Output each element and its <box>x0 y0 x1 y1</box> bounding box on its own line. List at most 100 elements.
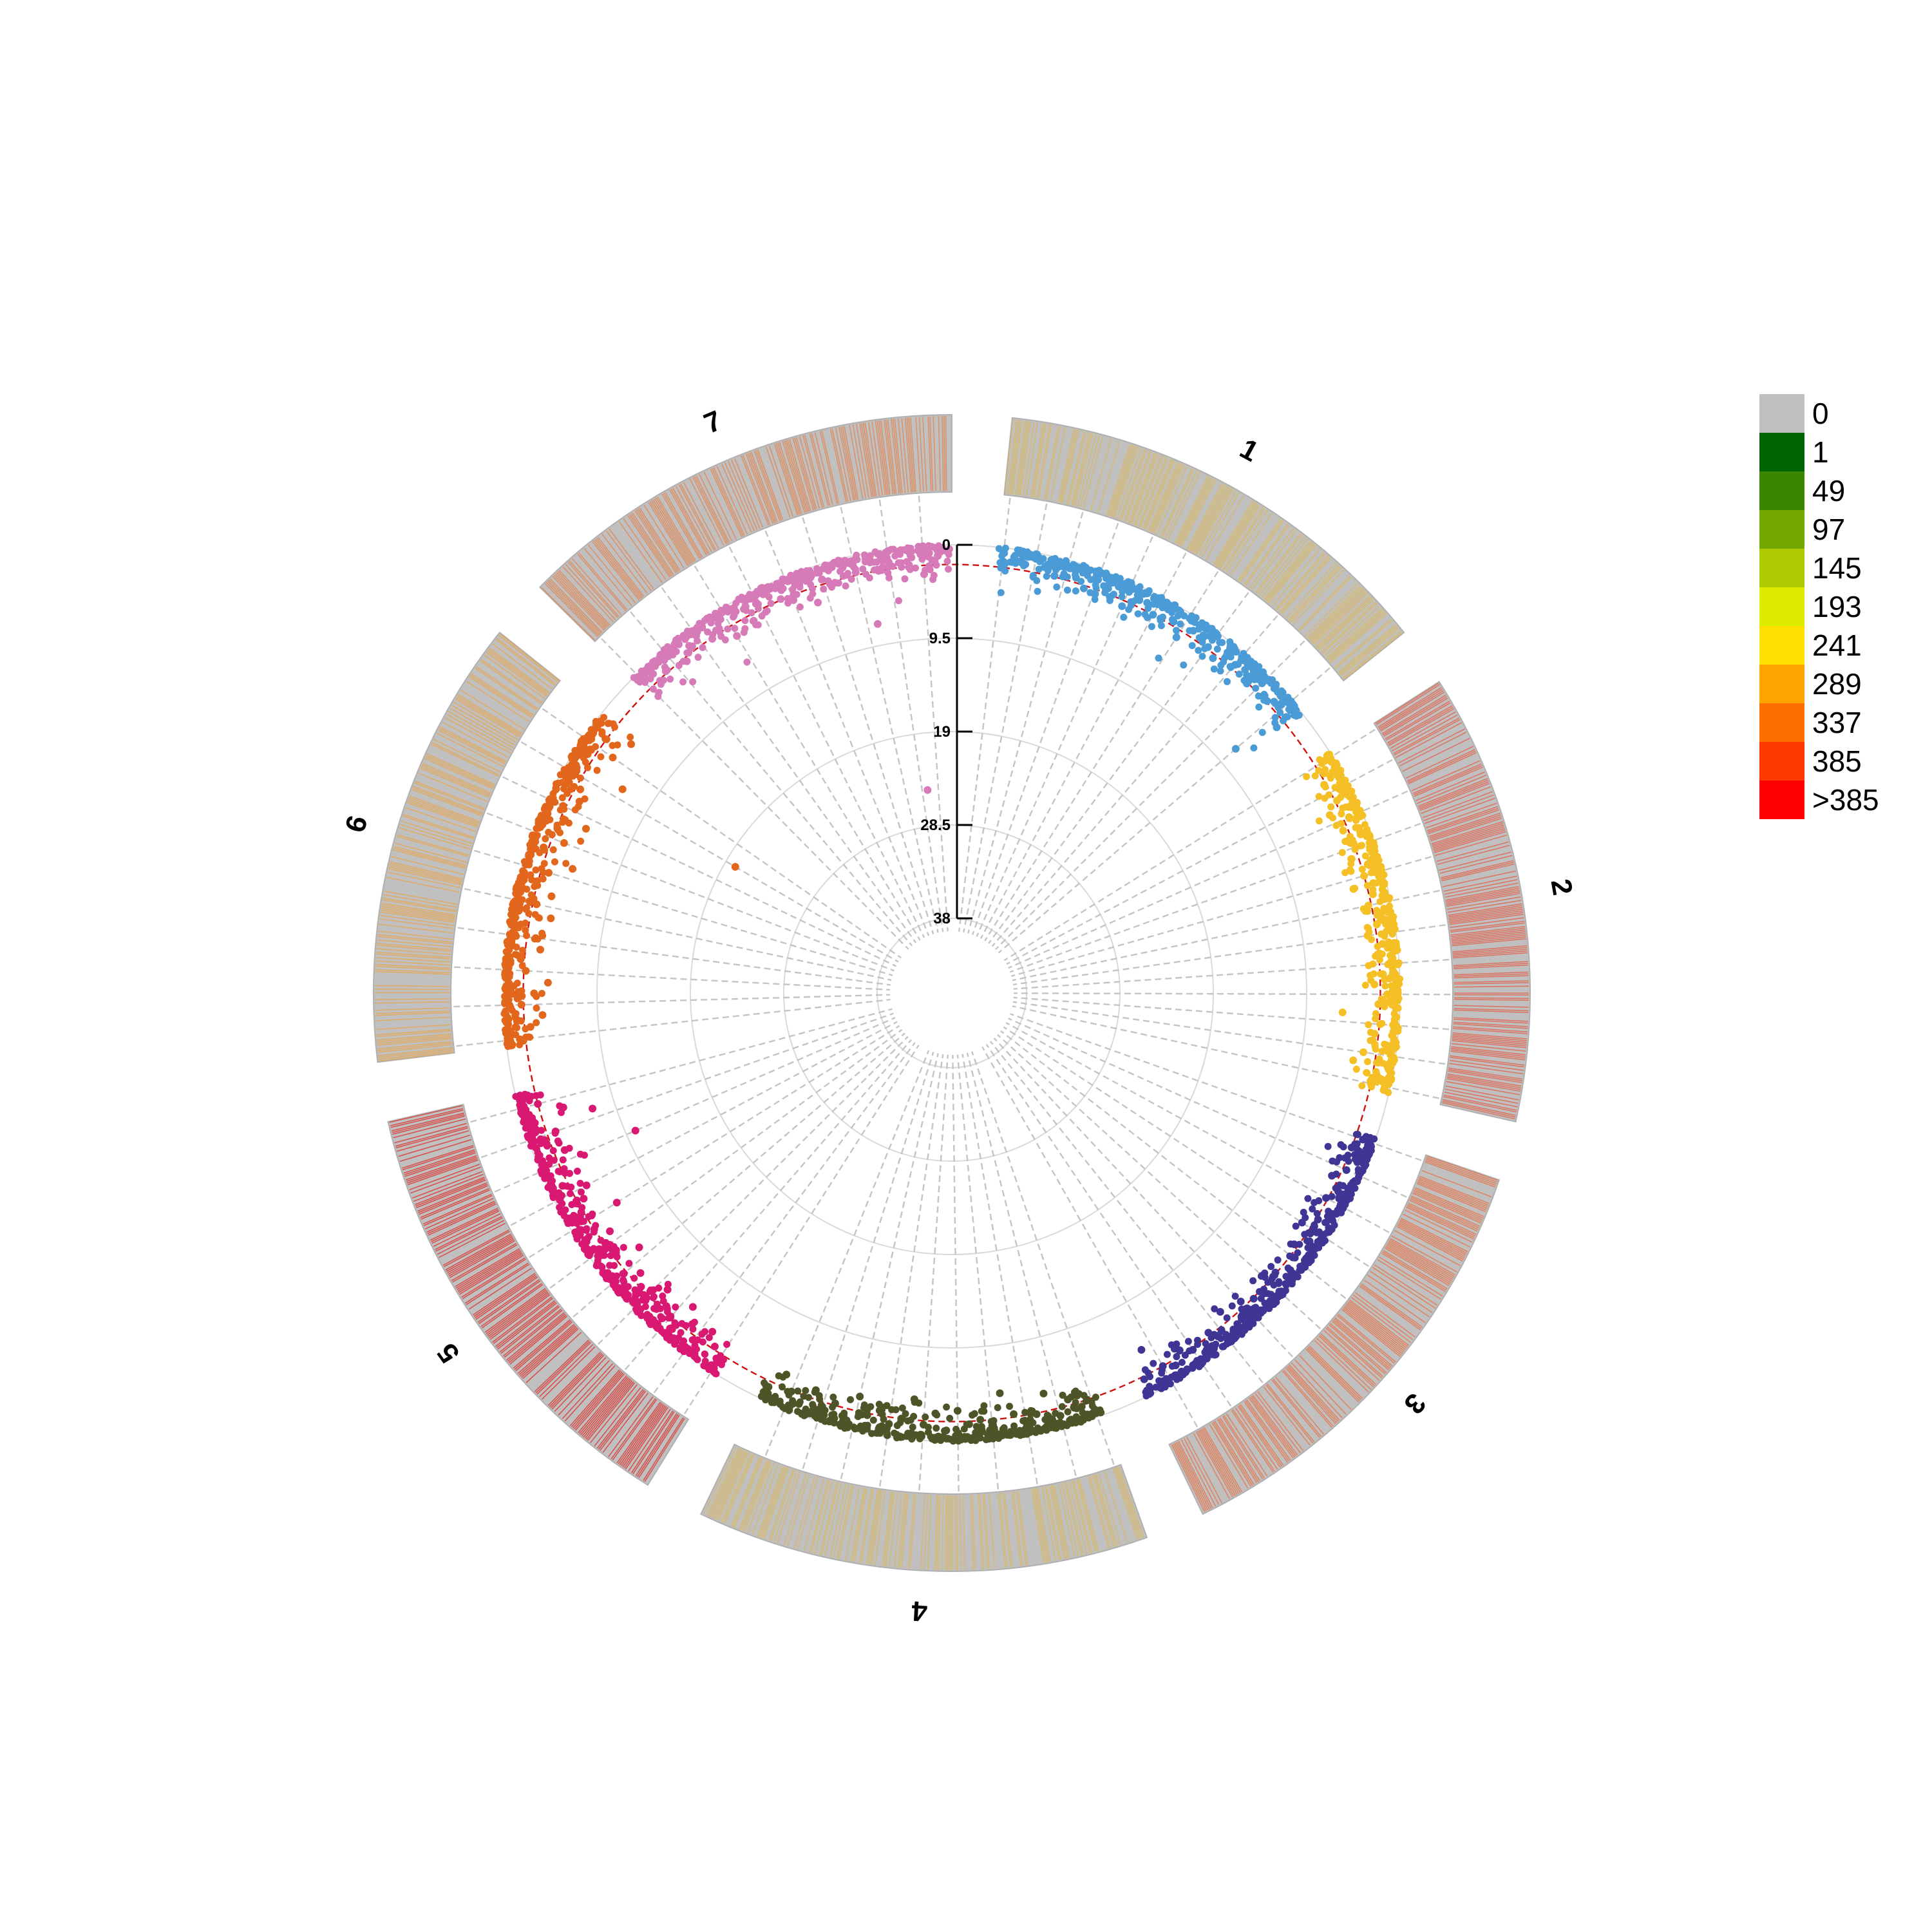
density-stripe <box>742 455 771 526</box>
density-stripe <box>900 1493 909 1568</box>
density-stripe <box>1280 556 1330 614</box>
density-stripe <box>421 1189 490 1220</box>
density-stripe <box>1453 1028 1528 1034</box>
density-stripe <box>500 1306 560 1354</box>
density-stripe <box>446 714 513 752</box>
density-stripe <box>1448 907 1523 919</box>
density-stripe <box>1445 887 1520 903</box>
point-chr7 <box>807 574 815 582</box>
density-stripe <box>507 1313 566 1362</box>
density-stripe <box>596 538 643 598</box>
legend-label: >385 <box>1812 783 1879 817</box>
spoke-chr1 <box>995 640 1305 951</box>
point-chr5 <box>524 1091 532 1099</box>
point-chr1 <box>1149 611 1157 619</box>
point-chr7 <box>658 651 666 659</box>
point-chr2 <box>1395 959 1403 967</box>
point-chr7 <box>793 569 800 577</box>
density-stripe <box>1418 1179 1488 1208</box>
point-chr4 <box>856 1392 864 1401</box>
point-chr3 <box>1305 1229 1312 1236</box>
density-stripe <box>1421 786 1492 814</box>
point-chr1 <box>1198 638 1206 646</box>
point-chr5 <box>690 1352 698 1360</box>
density-stripe <box>721 463 752 533</box>
density-stripe <box>904 417 912 493</box>
point-chr7 <box>777 595 785 603</box>
point-chr5 <box>519 1097 527 1104</box>
point-chr3 <box>1327 1209 1335 1218</box>
point-chr3 <box>1341 1201 1349 1209</box>
density-stripe <box>547 1351 601 1406</box>
density-stripe <box>710 468 743 537</box>
density-stripe <box>1347 1302 1407 1349</box>
point-chr6 <box>582 824 590 833</box>
density-stripe <box>1061 1482 1079 1557</box>
point-chr7 <box>694 654 702 661</box>
spoke-chr6 <box>520 741 899 963</box>
point-chr3 <box>1303 1253 1311 1261</box>
spoke-chr2 <box>1003 728 1376 961</box>
density-stripe <box>412 789 482 817</box>
density-stripe <box>475 1276 538 1320</box>
point-chr1 <box>1155 595 1163 603</box>
density-stripe <box>775 443 800 515</box>
point-chr2 <box>1358 866 1366 873</box>
density-stripe <box>1264 542 1312 601</box>
density-stripe <box>1244 524 1289 585</box>
point-chr6 <box>573 748 580 756</box>
density-stripe <box>1410 1198 1479 1230</box>
point-chr3 <box>1173 1340 1180 1348</box>
point-chr1 <box>1034 587 1041 595</box>
density-stripe <box>1083 436 1104 509</box>
density-stripe <box>1263 1386 1311 1446</box>
density-stripe <box>1052 1484 1068 1558</box>
point-chr6 <box>731 862 739 871</box>
density-stripe <box>1451 929 1526 939</box>
density-stripe <box>1454 1017 1528 1022</box>
point-chr5 <box>526 1126 534 1133</box>
point-chr6 <box>569 772 577 780</box>
density-stripe <box>415 1178 486 1207</box>
point-chr3 <box>1217 1327 1226 1335</box>
density-stripe <box>1139 457 1169 528</box>
density-stripe <box>1196 489 1234 555</box>
density-stripe <box>498 634 558 683</box>
density-stripe <box>1016 421 1028 495</box>
point-chr3 <box>1325 1224 1332 1231</box>
point-chr5 <box>712 1370 719 1378</box>
density-stripe <box>455 697 521 737</box>
point-chr3 <box>1333 1158 1341 1166</box>
density-stripe <box>1398 1222 1466 1257</box>
point-chr6 <box>518 947 526 954</box>
density-stripe <box>1422 791 1493 819</box>
point-chr4 <box>1067 1416 1075 1423</box>
point-chr6 <box>533 877 542 886</box>
legend-swatch <box>1759 471 1804 510</box>
point-chr3 <box>1178 1358 1186 1366</box>
point-chr7 <box>636 674 645 682</box>
point-chr3 <box>1238 1315 1246 1323</box>
point-chr5 <box>585 1213 592 1220</box>
point-chr3 <box>1156 1384 1164 1392</box>
density-stripe <box>379 1052 453 1062</box>
density-stripe <box>1452 1035 1527 1043</box>
density-stripe <box>888 1492 898 1567</box>
point-chr7 <box>748 609 755 617</box>
point-chr3 <box>1313 1229 1321 1236</box>
density-stripe <box>694 476 729 544</box>
density-stripe <box>768 1469 793 1541</box>
point-chr2 <box>1327 754 1334 762</box>
density-stripe <box>562 566 614 623</box>
point-chr7 <box>763 607 771 614</box>
density-stripe <box>1452 949 1528 956</box>
point-chr3 <box>1179 1371 1187 1379</box>
density-stripe <box>1385 702 1451 741</box>
density-stripe <box>1425 1161 1496 1188</box>
point-chr1 <box>1209 654 1217 662</box>
point-chr1 <box>1189 627 1197 635</box>
point-chr7 <box>664 652 672 661</box>
density-stripe <box>1289 565 1341 622</box>
density-stripe <box>493 1298 553 1344</box>
density-stripe <box>611 1398 656 1459</box>
